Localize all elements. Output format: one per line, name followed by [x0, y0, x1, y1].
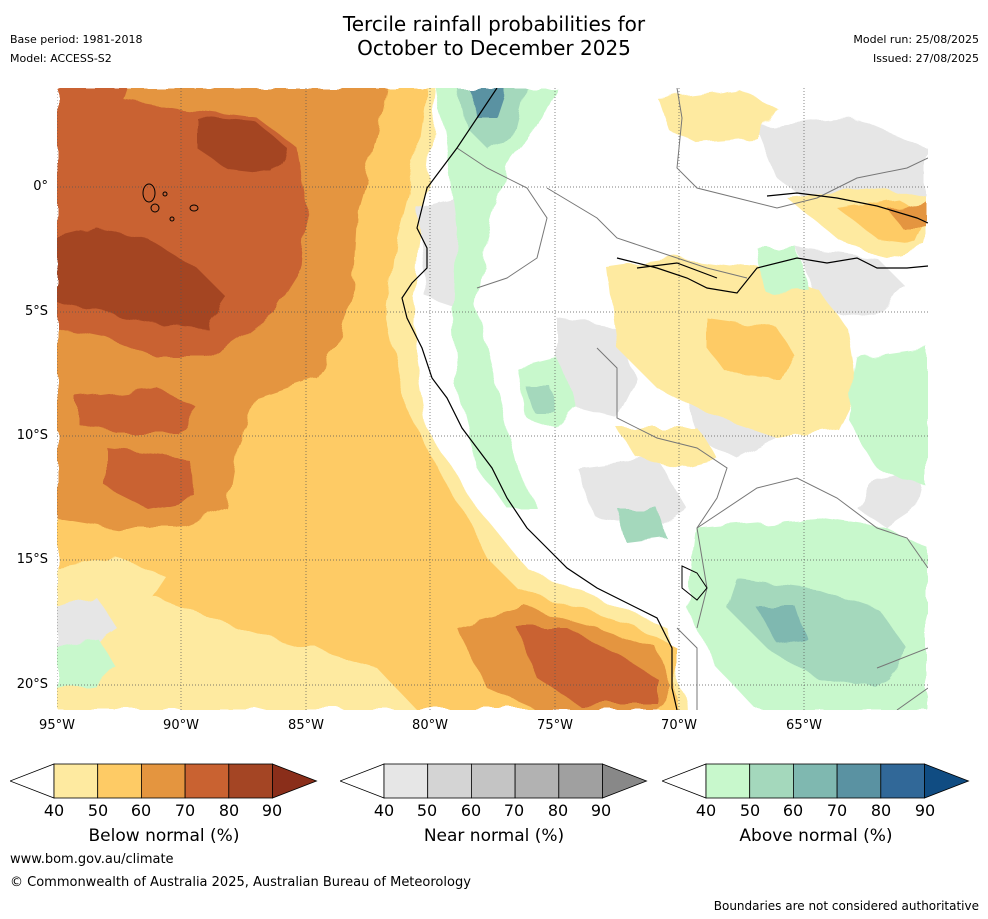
colorbar-near-swatch: [514, 763, 560, 799]
tick-80: 80: [547, 801, 569, 820]
colorbar-near-low-triangle: [340, 763, 385, 799]
colorbar-above-swatch: [749, 763, 794, 799]
colorbar-above-ticks: 40 50 60 70 80 90: [662, 801, 970, 821]
colorbar-near-swatch: [427, 763, 472, 799]
lat-label-15s: 15°S: [16, 552, 48, 567]
lon-label-75w: 75°W: [537, 718, 573, 733]
tick-60: 60: [130, 801, 152, 820]
issued-text: Issued: 27/08/2025: [872, 52, 979, 65]
colorbar-below-swatch: [140, 763, 186, 799]
colorbar-below-ticks: 40 50 60 70 80 90: [10, 801, 318, 821]
lon-label-65w: 65°W: [786, 718, 822, 733]
lake-titicaca: [681, 565, 708, 601]
tick-50: 50: [739, 801, 761, 820]
lon-label-85w: 85°W: [288, 718, 324, 733]
tick-40: 40: [695, 801, 717, 820]
lat-label-5s: 5°S: [24, 304, 48, 319]
below-normal-regions: [57, 88, 687, 710]
colorbar-near-high-triangle: [602, 763, 648, 799]
galapagos-islands: [142, 183, 199, 222]
lat-label-10s: 10°S: [16, 428, 48, 443]
lon-label-70w: 70°W: [661, 718, 697, 733]
disclaimer-text: Boundaries are not considered authoritat…: [713, 899, 979, 913]
tick-40: 40: [43, 801, 65, 820]
colorbar-below-swatch: [184, 763, 230, 799]
model-run-text: Model run: 25/08/2025: [853, 33, 979, 46]
colorbar-above-swatch: [880, 763, 925, 799]
copyright-text: © Commonwealth of Australia 2025, Austra…: [10, 875, 471, 890]
rainfall-probability-map: [57, 88, 928, 710]
colorbar-near-swatch: [558, 763, 603, 799]
colorbar-above-low-triangle: [662, 763, 707, 799]
colorbar-above-swatch: [705, 763, 751, 799]
tick-60: 60: [782, 801, 804, 820]
tick-50: 50: [416, 801, 438, 820]
tick-40: 40: [373, 801, 395, 820]
colorbar-below-swatch: [97, 763, 142, 799]
tick-90: 90: [590, 801, 612, 820]
above-normal-yellow-regions: [607, 88, 928, 468]
lon-label-90w: 90°W: [163, 718, 199, 733]
lon-label-80w: 80°W: [412, 718, 448, 733]
bom-climate-link[interactable]: www.bom.gov.au/climate: [10, 852, 174, 867]
colorbar-above-high-triangle: [924, 763, 970, 799]
meta-right: Model run: 25/08/2025 Issued: 27/08/2025: [853, 30, 979, 68]
tick-60: 60: [460, 801, 482, 820]
above-normal-regions: [57, 88, 928, 710]
country-borders: [456, 88, 928, 710]
lat-label-0: 0°: [33, 179, 48, 194]
colorbar-below: [10, 763, 318, 799]
colorbar-near-swatch: [383, 763, 429, 799]
map-title: Tercile rainfall probabilities for Octob…: [0, 12, 988, 60]
tick-80: 80: [870, 801, 892, 820]
colorbar-near: [340, 763, 648, 799]
tick-70: 70: [503, 801, 525, 820]
colorbar-above-swatch: [836, 763, 882, 799]
colorbar-below-title: Below normal (%): [88, 826, 240, 846]
meta-left: Base period: 1981-2018 Model: ACCESS-S2: [10, 30, 142, 68]
tick-90: 90: [261, 801, 283, 820]
colorbar-near-swatch: [470, 763, 516, 799]
gridlines: [57, 88, 928, 710]
map-title-line2: October to December 2025: [357, 36, 631, 60]
coastlines: [401, 88, 928, 710]
colorbar-near-ticks: 40 50 60 70 80 90: [340, 801, 648, 821]
tick-90: 90: [914, 801, 936, 820]
tick-70: 70: [174, 801, 196, 820]
lat-label-20s: 20°S: [16, 677, 48, 692]
model-text: Model: ACCESS-S2: [10, 52, 112, 65]
colorbar-below-swatch: [228, 763, 273, 799]
colorbar-below-swatch: [53, 763, 99, 799]
colorbar-below-high-triangle: [272, 763, 318, 799]
tick-80: 80: [218, 801, 240, 820]
lon-label-95w: 95°W: [39, 718, 75, 733]
colorbar-above: [662, 763, 970, 799]
colorbar-above-swatch: [792, 763, 838, 799]
tick-70: 70: [826, 801, 848, 820]
colorbar-above-title: Above normal (%): [739, 826, 893, 846]
map-title-line1: Tercile rainfall probabilities for: [342, 12, 646, 36]
colorbar-below-low-triangle: [10, 763, 55, 799]
base-period-text: Base period: 1981-2018: [10, 33, 143, 46]
tick-50: 50: [87, 801, 109, 820]
colorbar-near-title: Near normal (%): [423, 826, 565, 846]
